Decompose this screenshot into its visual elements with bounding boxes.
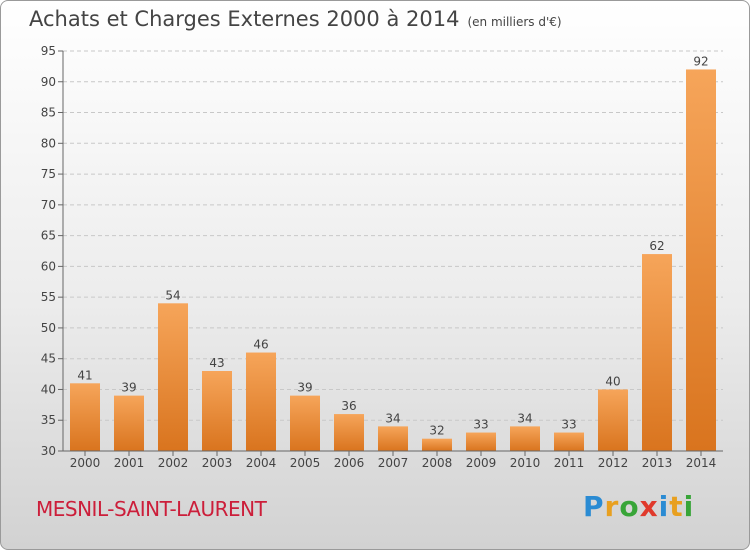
y-tick-label: 90 xyxy=(41,75,56,89)
y-tick-label: 80 xyxy=(41,136,56,150)
data-label-2008: 32 xyxy=(429,424,444,438)
chart-title-text: Achats et Charges Externes 2000 à 2014 xyxy=(29,7,460,31)
data-label-2004: 46 xyxy=(253,338,268,352)
bar-2008 xyxy=(422,438,452,451)
bars xyxy=(70,69,716,451)
bar-2005 xyxy=(290,395,320,451)
x-tick-label-2003: 2003 xyxy=(202,456,233,470)
bar-2004 xyxy=(246,352,276,451)
data-label-2014: 92 xyxy=(693,54,708,68)
y-tick-label: 55 xyxy=(41,290,56,304)
y-tick-label: 95 xyxy=(41,44,56,58)
data-label-2006: 36 xyxy=(341,399,356,413)
chart-title: Achats et Charges Externes 2000 à 2014 (e… xyxy=(29,7,562,31)
data-label-2002: 54 xyxy=(165,288,180,302)
logo-letter: o xyxy=(619,490,640,523)
y-tick-label: 50 xyxy=(41,321,56,335)
data-label-2005: 39 xyxy=(297,381,312,395)
y-tick-label: 75 xyxy=(41,167,56,181)
data-labels: 41 39 54 43 46 39 36 34 32 33 34 33 40 62 92 xyxy=(77,54,708,437)
y-tick-label: 35 xyxy=(41,413,56,427)
logo-letter: t xyxy=(669,490,684,523)
x-tick-label-2004: 2004 xyxy=(246,456,277,470)
bar-2006 xyxy=(334,414,364,451)
logo-letter: P xyxy=(583,490,605,523)
bar-2002 xyxy=(158,303,188,451)
y-tick-label: 60 xyxy=(41,259,56,273)
x-tick-label-2002: 2002 xyxy=(158,456,189,470)
y-tick-label: 85 xyxy=(41,106,56,120)
bar-2011 xyxy=(554,432,584,451)
bar-2007 xyxy=(378,426,408,451)
bar-2000 xyxy=(70,383,100,451)
data-label-2003: 43 xyxy=(209,356,224,370)
data-label-2013: 62 xyxy=(649,239,664,253)
bar-2001 xyxy=(114,395,144,451)
bar-2014 xyxy=(686,69,716,451)
y-tick-label: 30 xyxy=(41,444,56,458)
bar-2013 xyxy=(642,254,672,451)
chart-subtitle: (en milliers d'€) xyxy=(467,15,562,29)
logo-letter: x xyxy=(639,490,659,523)
logo-letter: r xyxy=(604,490,620,523)
bar-2010 xyxy=(510,426,540,451)
x-tick-label-2014: 2014 xyxy=(686,456,717,470)
data-label-2001: 39 xyxy=(121,381,136,395)
x-axis: 2000 2001 2002 2003 2004 2005 2006 2007 2008 2009… xyxy=(63,450,723,470)
data-label-2010: 34 xyxy=(517,411,532,425)
x-tick-label-2011: 2011 xyxy=(554,456,585,470)
x-tick-label-2010: 2010 xyxy=(510,456,541,470)
bar-2012 xyxy=(598,389,628,451)
x-tick-label-2008: 2008 xyxy=(422,456,453,470)
logo-letter: i xyxy=(658,490,670,523)
x-tick-label-2009: 2009 xyxy=(466,456,497,470)
x-tick-label-2001: 2001 xyxy=(114,456,145,470)
data-label-2007: 34 xyxy=(385,411,400,425)
y-tick-label: 45 xyxy=(41,352,56,366)
proxiti-logo: Proxiti xyxy=(583,490,694,523)
data-label-2012: 40 xyxy=(605,374,620,388)
x-tick-label-2007: 2007 xyxy=(378,456,409,470)
x-tick-label-2006: 2006 xyxy=(334,456,365,470)
y-axis: 30 35 40 45 50 55 60 65 70 75 80 85 90 95 xyxy=(41,44,64,458)
bar-2009 xyxy=(466,432,496,451)
grid-lines xyxy=(63,50,723,452)
x-tick-label-2012: 2012 xyxy=(598,456,629,470)
data-label-2009: 33 xyxy=(473,418,488,432)
y-tick-label: 65 xyxy=(41,229,56,243)
bar-2003 xyxy=(202,371,232,451)
commune-name: MESNIL-SAINT-LAURENT xyxy=(36,497,267,521)
data-label-2000: 41 xyxy=(77,368,92,382)
x-tick-label-2000: 2000 xyxy=(70,456,101,470)
y-tick-label: 70 xyxy=(41,198,56,212)
x-tick-label-2013: 2013 xyxy=(642,456,673,470)
data-label-2011: 33 xyxy=(561,418,576,432)
logo-letter: i xyxy=(683,490,695,523)
y-tick-label: 40 xyxy=(41,382,56,396)
x-tick-label-2005: 2005 xyxy=(290,456,321,470)
